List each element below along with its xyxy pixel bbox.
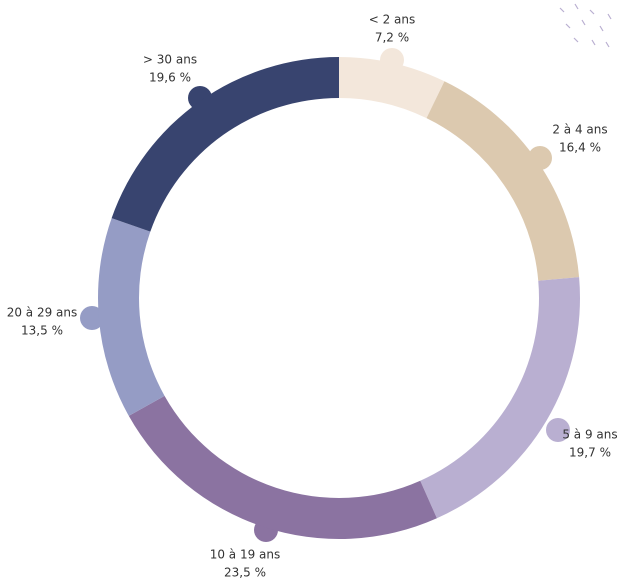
category-label: 20 à 29 ans bbox=[7, 306, 78, 320]
donut-segment bbox=[111, 57, 339, 232]
donut-segment bbox=[420, 277, 581, 519]
donut-segment bbox=[128, 395, 437, 540]
value-label: 13,5 % bbox=[21, 324, 63, 338]
decoration bbox=[559, 3, 612, 48]
donut-segment bbox=[426, 81, 580, 281]
category-label: 2 à 4 ans bbox=[552, 123, 607, 137]
segment-knob bbox=[80, 306, 104, 330]
value-label: 16,4 % bbox=[559, 141, 601, 155]
value-label: 19,7 % bbox=[569, 446, 611, 460]
value-label: 23,5 % bbox=[224, 566, 266, 580]
segment-knob bbox=[546, 418, 570, 442]
category-label: 10 à 19 ans bbox=[210, 548, 281, 562]
category-label: 5 à 9 ans bbox=[562, 428, 617, 442]
value-label: 7,2 % bbox=[375, 31, 409, 45]
category-label: < 2 ans bbox=[369, 13, 416, 27]
donut-segment bbox=[339, 57, 445, 119]
donut-segment bbox=[98, 218, 165, 416]
category-label: > 30 ans bbox=[143, 53, 197, 67]
value-label: 19,6 % bbox=[149, 71, 191, 85]
